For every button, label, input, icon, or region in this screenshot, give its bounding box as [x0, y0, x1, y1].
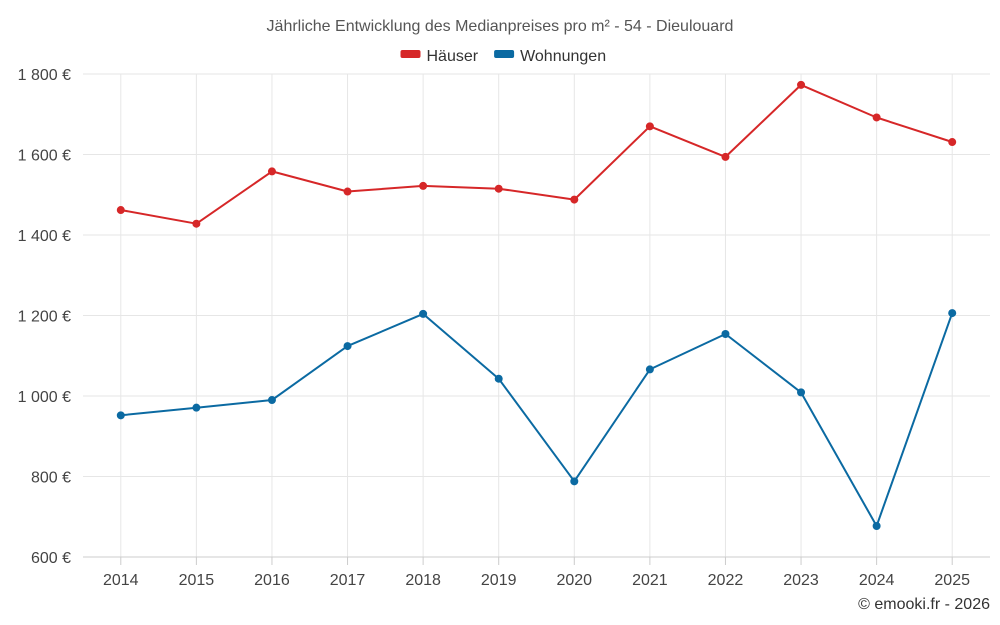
data-point[interactable] — [797, 388, 806, 397]
data-point[interactable] — [419, 181, 428, 190]
data-point[interactable] — [570, 195, 579, 204]
data-point[interactable] — [192, 219, 201, 228]
data-point[interactable] — [645, 122, 654, 131]
series-0 — [116, 80, 957, 228]
x-tick-label: 2014 — [103, 572, 139, 589]
legend-item[interactable]: Häuser — [400, 48, 479, 65]
y-tick-label: 1 400 € — [18, 228, 71, 245]
y-tick-label: 1 000 € — [18, 389, 71, 406]
series-line — [120, 83, 953, 225]
data-point[interactable] — [570, 477, 579, 486]
series-line — [120, 312, 954, 527]
data-point[interactable] — [494, 374, 503, 383]
legend-swatch — [400, 50, 421, 58]
data-point[interactable] — [116, 206, 125, 215]
y-tick-label: 1 200 € — [18, 309, 71, 326]
x-tick-label: 2023 — [783, 572, 819, 589]
data-point[interactable] — [419, 309, 428, 318]
data-point[interactable] — [645, 365, 654, 374]
series-1 — [116, 309, 957, 531]
x-tick-label: 2022 — [708, 572, 744, 589]
y-tick-label: 800 € — [31, 470, 71, 487]
data-point[interactable] — [872, 113, 881, 122]
x-tick-label: 2018 — [405, 572, 441, 589]
chart-title: Jährliche Entwicklung des Medianpreises … — [267, 18, 734, 35]
x-tick-label: 2017 — [330, 572, 366, 589]
legend-item[interactable]: Wohnungen — [494, 48, 606, 65]
x-tick-label: 2021 — [632, 572, 668, 589]
data-point[interactable] — [267, 167, 276, 176]
data-point[interactable] — [872, 522, 881, 531]
data-point[interactable] — [721, 330, 730, 339]
data-point[interactable] — [721, 152, 730, 161]
legend-label: Häuser — [427, 48, 479, 65]
x-tick-label: 2016 — [254, 572, 290, 589]
legend-label: Wohnungen — [520, 48, 606, 65]
data-point[interactable] — [343, 187, 352, 196]
y-tick-label: 600 € — [31, 550, 71, 567]
x-tick-label: 2025 — [934, 572, 970, 589]
y-tick-label: 1 600 € — [18, 148, 71, 165]
data-point[interactable] — [267, 396, 276, 405]
data-point[interactable] — [494, 184, 503, 193]
data-point[interactable] — [116, 411, 125, 420]
data-point[interactable] — [948, 138, 957, 147]
legend-swatch — [494, 50, 515, 58]
x-tick-label: 2015 — [179, 572, 215, 589]
legend: Häuser Wohnungen — [400, 48, 606, 65]
y-axis: 600 € 800 € 1 000 € 1 200 € 1 400 € 1 600 € 1 … — [18, 67, 71, 567]
y-tick-label: 1 800 € — [18, 67, 71, 84]
x-tick-label: 2024 — [859, 572, 895, 589]
series-layer — [116, 80, 957, 531]
data-point[interactable] — [797, 80, 806, 89]
x-tick-label: 2019 — [481, 572, 517, 589]
data-point[interactable] — [192, 403, 201, 412]
data-point[interactable] — [343, 342, 352, 351]
x-axis: 2014 2015 2016 2017 2018 2019 2020 2021 2022 2023… — [83, 556, 990, 589]
credit-text: © emooki.fr - 2026 — [858, 596, 990, 613]
x-tick-label: 2020 — [556, 572, 592, 589]
data-point[interactable] — [948, 309, 957, 318]
